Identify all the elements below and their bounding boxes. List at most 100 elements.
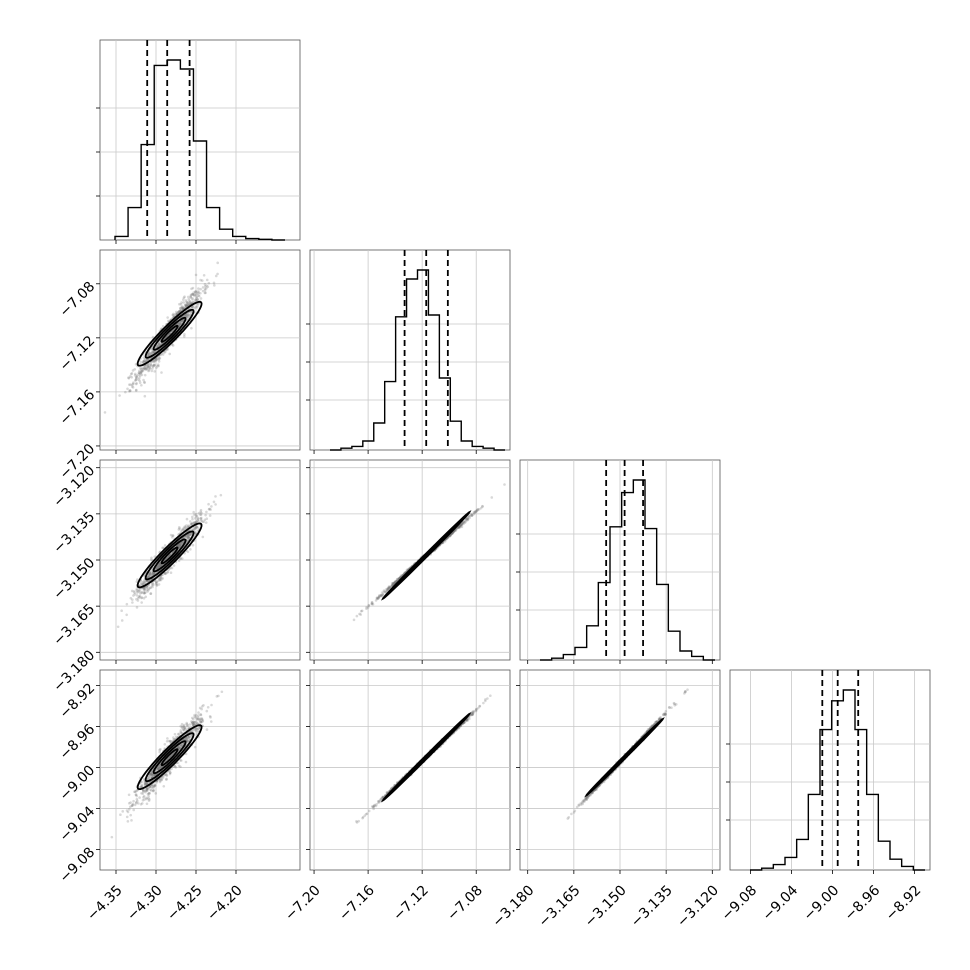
scatter-point xyxy=(149,772,152,776)
scatter-point xyxy=(155,345,159,348)
scatter-point xyxy=(459,524,462,527)
scatter-point xyxy=(142,582,146,586)
scatter-point xyxy=(187,315,191,319)
scatter-point xyxy=(129,596,133,600)
scatter-point xyxy=(156,357,159,361)
scatter-point xyxy=(159,778,162,781)
scatter-point xyxy=(196,298,200,301)
scatter-point xyxy=(146,354,149,357)
scatter-point xyxy=(394,579,397,583)
scatter-point xyxy=(177,559,181,563)
scatter-point xyxy=(474,510,477,513)
scatter-point xyxy=(165,739,169,743)
scatter-point xyxy=(190,287,193,291)
scatter-point xyxy=(478,705,481,708)
scatter-point xyxy=(147,574,151,578)
scatter-point xyxy=(199,720,203,724)
scatter-point xyxy=(466,517,469,520)
scatter-point xyxy=(181,307,185,310)
scatter-point xyxy=(475,510,478,513)
scatter-point xyxy=(165,774,169,777)
scatter-point xyxy=(191,723,195,726)
scatter-point xyxy=(170,536,174,539)
scatter-point xyxy=(155,584,159,587)
scatter-point xyxy=(145,358,149,362)
scatter-point xyxy=(392,581,396,584)
scatter-point xyxy=(173,732,177,736)
scatter-point xyxy=(185,736,189,740)
scatter-point xyxy=(187,313,191,317)
scatter-point xyxy=(200,705,204,708)
scatter-point xyxy=(210,703,213,707)
scatter-point xyxy=(178,746,181,750)
scatter-point xyxy=(156,767,160,771)
scatter-point xyxy=(150,786,154,790)
scatter-point xyxy=(129,801,132,804)
scatter-point xyxy=(190,522,193,526)
scatter-point xyxy=(375,597,379,601)
scatter-point xyxy=(149,363,153,367)
scatter-point xyxy=(142,581,145,584)
scatter-point xyxy=(198,718,202,721)
scatter-point xyxy=(135,374,139,377)
scatter-point xyxy=(202,273,206,277)
scatter-point xyxy=(190,306,194,309)
scatter-point xyxy=(152,583,155,587)
scatter-point xyxy=(188,735,191,738)
scatter-point xyxy=(149,789,153,792)
scatter-point xyxy=(180,557,184,560)
y-tick-label: −8.96 xyxy=(57,721,99,763)
scatter-point xyxy=(143,366,147,370)
scatter-point xyxy=(181,725,184,729)
scatter-point xyxy=(140,367,143,371)
scatter-point xyxy=(145,787,149,791)
scatter-point xyxy=(377,596,380,600)
scatter-point xyxy=(139,582,143,586)
scatter-point xyxy=(184,304,188,307)
scatter-point xyxy=(142,589,146,592)
scatter-point xyxy=(140,596,143,600)
scatter-point xyxy=(193,291,197,294)
scatter-point xyxy=(163,544,167,547)
scatter-point xyxy=(205,278,209,282)
scatter-point xyxy=(151,585,154,589)
scatter-point xyxy=(159,578,163,582)
scatter-point xyxy=(135,591,139,594)
scatter-point xyxy=(137,373,140,376)
scatter-point xyxy=(185,736,188,740)
scatter-point xyxy=(381,593,385,597)
scatter-point xyxy=(400,574,403,577)
scatter-point xyxy=(199,720,203,724)
scatter-point xyxy=(203,518,207,522)
scatter-point xyxy=(474,708,478,712)
scatter-point xyxy=(197,291,200,295)
scatter-point xyxy=(152,789,155,793)
scatter-point xyxy=(198,719,201,722)
scatter-point xyxy=(120,609,123,612)
scatter-point xyxy=(185,738,189,742)
scatter-point xyxy=(188,533,192,537)
contour-level xyxy=(160,546,179,565)
scatter-point xyxy=(137,590,140,593)
scatter-point xyxy=(150,569,154,572)
scatter-point xyxy=(185,300,188,304)
scatter-point xyxy=(141,369,145,373)
scatter-point xyxy=(143,783,147,787)
scatter-point xyxy=(158,765,161,768)
scatter-point xyxy=(184,535,187,538)
scatter-point xyxy=(166,757,170,761)
scatter-point xyxy=(136,589,139,593)
scatter-point xyxy=(149,347,153,351)
scatter-point xyxy=(195,299,198,302)
scatter-point xyxy=(388,585,391,589)
scatter-point xyxy=(172,312,175,316)
scatter-point xyxy=(381,591,384,594)
scatter-point xyxy=(388,586,391,589)
scatter-point xyxy=(135,376,138,380)
y-tick-label: −7.16 xyxy=(57,387,99,429)
scatter-point xyxy=(470,713,473,717)
scatter-point xyxy=(459,524,462,527)
scatter-point xyxy=(472,511,476,514)
scatter-point xyxy=(144,367,148,370)
scatter-point xyxy=(470,514,473,517)
